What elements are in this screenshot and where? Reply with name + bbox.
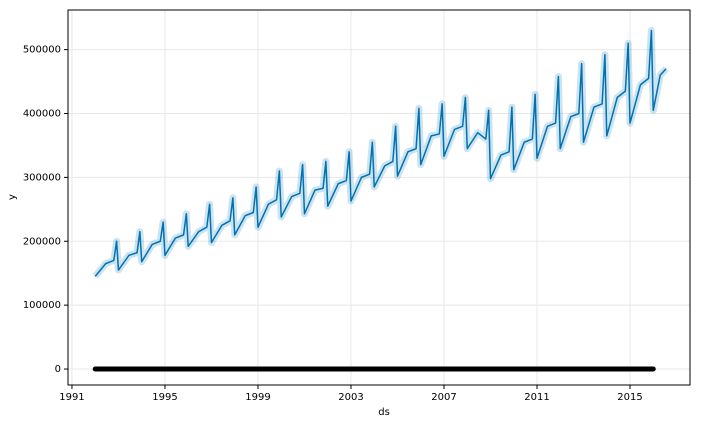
y-tick-label: 200000 (23, 236, 61, 247)
y-tick-label: 0 (55, 364, 61, 375)
x-tick-label: 2011 (524, 392, 549, 403)
x-tick-label: 2007 (431, 392, 456, 403)
plot-area (68, 10, 690, 385)
forecast-line (94, 29, 667, 277)
x-tick-label: 1991 (59, 392, 84, 403)
x-tick-label: 2015 (617, 392, 642, 403)
plot-frame (67, 9, 691, 386)
x-axis-label: ds (378, 407, 390, 418)
x-tick-label: 1999 (245, 392, 270, 403)
y-tick-label: 300000 (23, 172, 61, 183)
y-tick-label: 100000 (23, 300, 61, 311)
y-tick-label: 400000 (23, 108, 61, 119)
x-tick-label: 2003 (338, 392, 363, 403)
x-tick-label: 1995 (152, 392, 177, 403)
y-tick-label: 500000 (23, 45, 61, 56)
y-axis-label: y (7, 194, 18, 200)
